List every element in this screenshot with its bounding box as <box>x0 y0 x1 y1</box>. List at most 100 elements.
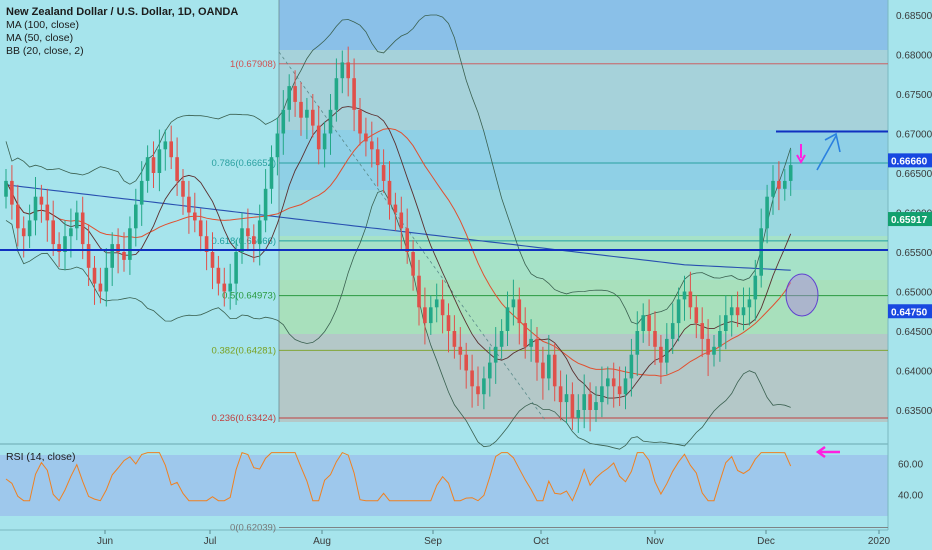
candle-body <box>676 299 681 324</box>
candle-body <box>417 275 421 308</box>
candle-body <box>352 78 356 110</box>
candle-body <box>576 410 581 418</box>
time-tick-label: Jun <box>97 536 113 547</box>
bb-upper <box>5 14 792 325</box>
candle-body <box>541 362 545 379</box>
price-badge-label: 0.65917 <box>891 215 928 226</box>
candle-body <box>4 180 8 197</box>
candle-body <box>688 291 693 308</box>
price-tick-label: 0.63500 <box>896 406 932 417</box>
legend-bb[interactable]: BB (20, close, 2) <box>6 45 84 57</box>
candle-body <box>370 141 374 150</box>
ma100-line <box>5 184 791 271</box>
up-arrow-head <box>824 132 841 153</box>
candle-body <box>771 180 775 197</box>
bollinger-bands <box>5 14 792 450</box>
bb-lower <box>5 189 791 450</box>
candle-body <box>110 244 114 268</box>
annotations[interactable] <box>785 132 841 459</box>
candle-body <box>198 220 203 237</box>
candle-body <box>281 109 286 134</box>
candle-body <box>51 220 55 245</box>
candle-body <box>440 299 445 316</box>
price-tick-label: 0.65000 <box>896 288 932 299</box>
fib-label: 0.5(0.64973) <box>222 291 276 302</box>
candle-body <box>98 283 103 292</box>
candle-body <box>558 386 563 403</box>
candle-body <box>647 315 651 331</box>
time-tick-label: 2020 <box>868 536 891 547</box>
candle-body <box>263 188 268 221</box>
candle-body <box>346 62 350 79</box>
candle-body <box>547 354 551 379</box>
rsi-arrow-head <box>815 445 826 459</box>
candle-body <box>665 338 669 363</box>
candle-body <box>57 244 61 252</box>
candle-body <box>718 331 722 347</box>
rsi-tick-label: 60.00 <box>898 460 923 471</box>
fib-label: 1(0.67908) <box>230 59 276 70</box>
candle-body <box>328 109 333 134</box>
candle-body <box>210 252 215 268</box>
candle-body <box>381 165 386 181</box>
candle-body <box>234 252 238 284</box>
candle-body <box>204 236 209 252</box>
price-tick-label: 0.67500 <box>896 90 932 101</box>
candle-body <box>116 244 120 252</box>
candle-body <box>729 307 734 316</box>
candle-body <box>411 252 415 276</box>
price-tick-label: 0.64000 <box>896 367 932 378</box>
indicator-legend[interactable]: New Zealand Dollar / U.S. Dollar, 1D, OA… <box>6 6 238 58</box>
time-tick-label: Jul <box>204 536 217 547</box>
candlesticks[interactable] <box>4 46 793 433</box>
candle-body <box>75 212 79 229</box>
candle-body <box>316 125 321 150</box>
candle-body <box>399 212 404 229</box>
time-axis[interactable]: Jun Jul Aug Sep Oct Nov Dec 2020 <box>97 530 891 547</box>
candle-body <box>322 133 327 150</box>
candle-body <box>493 346 498 363</box>
time-tick-label: Oct <box>533 536 549 547</box>
price-badge-label: 0.66660 <box>891 156 928 167</box>
candle-body <box>216 267 221 284</box>
candle-body <box>222 283 227 292</box>
price-tick-label: 0.66500 <box>896 169 932 180</box>
legend-ma50[interactable]: MA (50, close) <box>6 32 74 44</box>
symbol-title[interactable]: New Zealand Dollar / U.S. Dollar, 1D, OA… <box>6 6 239 18</box>
fib-label: 0.236(0.63424) <box>212 413 276 424</box>
horizontal-lines[interactable] <box>0 130 888 252</box>
candle-body <box>287 86 291 110</box>
rsi-legend[interactable]: RSI (14, close) <box>6 451 76 463</box>
candle-body <box>552 354 557 387</box>
candle-body <box>16 204 20 229</box>
price-badge <box>888 153 932 168</box>
legend-ma100[interactable]: MA (100, close) <box>6 19 79 31</box>
candle-body <box>570 394 575 418</box>
price-tick-label: 0.65500 <box>896 248 932 259</box>
candle-body <box>434 299 439 308</box>
candle-body <box>517 299 522 324</box>
fib-trend-line <box>278 51 546 421</box>
candle-body <box>482 378 486 395</box>
candle-body <box>69 228 73 237</box>
candle-body <box>45 204 50 221</box>
candle-body <box>122 252 126 260</box>
candle-body <box>623 378 628 395</box>
candle-body <box>476 386 480 395</box>
candle-body <box>783 180 787 189</box>
rsi-axis: 60.00 40.00 <box>898 460 923 502</box>
candle-body <box>535 338 539 363</box>
price-tick-label: 0.67000 <box>896 130 932 141</box>
candle-body <box>358 109 362 134</box>
candle-body <box>340 62 345 79</box>
candle-body <box>747 299 752 308</box>
time-tick-label: Sep <box>424 536 442 547</box>
fib-zone-3 <box>279 190 888 236</box>
candle-body <box>682 291 687 300</box>
candle-body <box>458 346 463 355</box>
candle-body <box>246 228 250 237</box>
candle-body <box>741 307 746 316</box>
candle-body <box>670 323 675 339</box>
